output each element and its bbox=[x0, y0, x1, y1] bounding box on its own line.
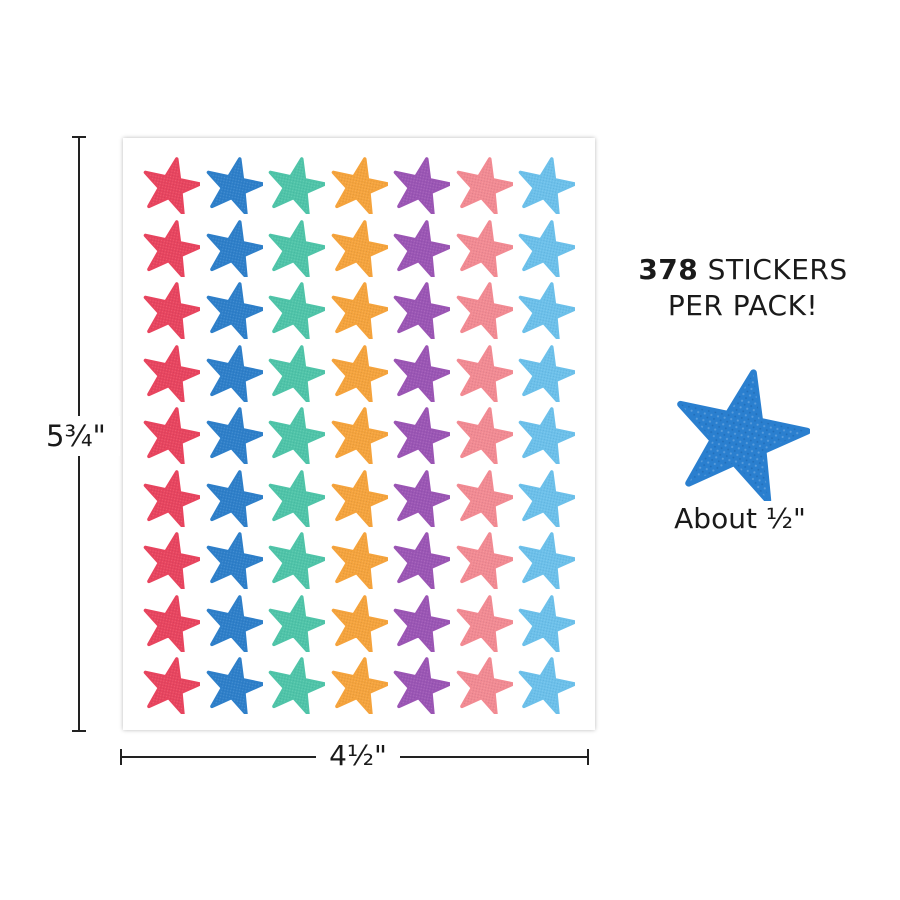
sticker-star-icon bbox=[330, 531, 388, 589]
width-dimension-right-cap bbox=[587, 749, 589, 765]
sticker-star-icon bbox=[392, 344, 450, 402]
sticker-star-icon bbox=[205, 656, 263, 714]
sticker-star-icon bbox=[267, 656, 325, 714]
headline-line-1: 378 STICKERS bbox=[608, 252, 878, 288]
sticker-star-icon bbox=[142, 469, 200, 527]
height-dimension-top-cap bbox=[72, 136, 86, 138]
sticker-star-icon bbox=[517, 281, 575, 339]
sticker-star-icon bbox=[267, 344, 325, 402]
sticker-star-icon bbox=[517, 344, 575, 402]
sticker-star-icon bbox=[142, 281, 200, 339]
sticker-star-icon bbox=[455, 656, 513, 714]
sticker-star-icon bbox=[205, 281, 263, 339]
sticker-star-icon bbox=[267, 469, 325, 527]
sticker-sheet bbox=[123, 138, 595, 730]
sticker-star-icon bbox=[267, 281, 325, 339]
sticker-star-icon bbox=[267, 156, 325, 214]
width-dimension-left-cap bbox=[120, 749, 122, 765]
sticker-star-icon bbox=[392, 531, 450, 589]
sticker-star-icon bbox=[205, 531, 263, 589]
sticker-star-icon bbox=[517, 469, 575, 527]
sticker-star-icon bbox=[267, 406, 325, 464]
sticker-star-icon bbox=[392, 219, 450, 277]
sticker-star-icon bbox=[205, 156, 263, 214]
sticker-star-icon bbox=[267, 594, 325, 652]
sticker-star-icon bbox=[392, 594, 450, 652]
sticker-star-icon bbox=[142, 656, 200, 714]
height-dimension-bottom-cap bbox=[72, 730, 86, 732]
sticker-star-icon bbox=[142, 156, 200, 214]
sticker-star-icon bbox=[455, 156, 513, 214]
sticker-star-icon bbox=[517, 531, 575, 589]
sticker-star-icon bbox=[330, 406, 388, 464]
width-dimension-line-right bbox=[400, 756, 589, 758]
sticker-star-icon bbox=[205, 219, 263, 277]
height-label: 5¾" bbox=[46, 416, 120, 456]
sticker-star-icon bbox=[142, 344, 200, 402]
sticker-star-icon bbox=[392, 156, 450, 214]
sticker-star-icon bbox=[392, 281, 450, 339]
sticker-star-icon bbox=[267, 531, 325, 589]
sticker-star-icon bbox=[330, 219, 388, 277]
sticker-star-icon bbox=[142, 406, 200, 464]
sticker-count-headline: 378 STICKERS PER PACK! bbox=[608, 252, 878, 324]
sticker-star-icon bbox=[330, 344, 388, 402]
sticker-star-icon bbox=[455, 281, 513, 339]
sample-star-icon bbox=[670, 366, 811, 504]
headline-stickers-word: STICKERS bbox=[698, 253, 848, 286]
sticker-star-icon bbox=[330, 656, 388, 714]
sticker-star-icon bbox=[455, 594, 513, 652]
sticker-star-icon bbox=[517, 219, 575, 277]
sticker-star-icon bbox=[267, 219, 325, 277]
sticker-star-icon bbox=[517, 594, 575, 652]
width-label: 4½" bbox=[316, 738, 400, 774]
sticker-star-icon bbox=[142, 594, 200, 652]
sticker-star-icon bbox=[517, 156, 575, 214]
sample-size-caption: About ½" bbox=[674, 502, 806, 535]
sticker-star-icon bbox=[205, 406, 263, 464]
sticker-star-icon bbox=[330, 469, 388, 527]
sticker-star-icon bbox=[392, 469, 450, 527]
sticker-star-icon bbox=[205, 344, 263, 402]
sticker-star-icon bbox=[517, 656, 575, 714]
sticker-star-icon bbox=[455, 469, 513, 527]
sticker-star-icon bbox=[392, 656, 450, 714]
sticker-star-icon bbox=[517, 406, 575, 464]
width-dimension-line-left bbox=[121, 756, 316, 758]
sticker-star-icon bbox=[455, 406, 513, 464]
sticker-star-icon bbox=[330, 594, 388, 652]
sticker-star-icon bbox=[205, 469, 263, 527]
sticker-star-icon bbox=[455, 531, 513, 589]
sticker-star-icon bbox=[455, 344, 513, 402]
headline-line-2: PER PACK! bbox=[667, 289, 819, 322]
sticker-star-icon bbox=[455, 219, 513, 277]
sticker-star-icon bbox=[142, 531, 200, 589]
sticker-count: 378 bbox=[638, 253, 699, 286]
sticker-star-icon bbox=[330, 281, 388, 339]
sticker-star-icon bbox=[205, 594, 263, 652]
sticker-star-icon bbox=[330, 156, 388, 214]
sticker-star-icon bbox=[142, 219, 200, 277]
sticker-star-icon bbox=[392, 406, 450, 464]
